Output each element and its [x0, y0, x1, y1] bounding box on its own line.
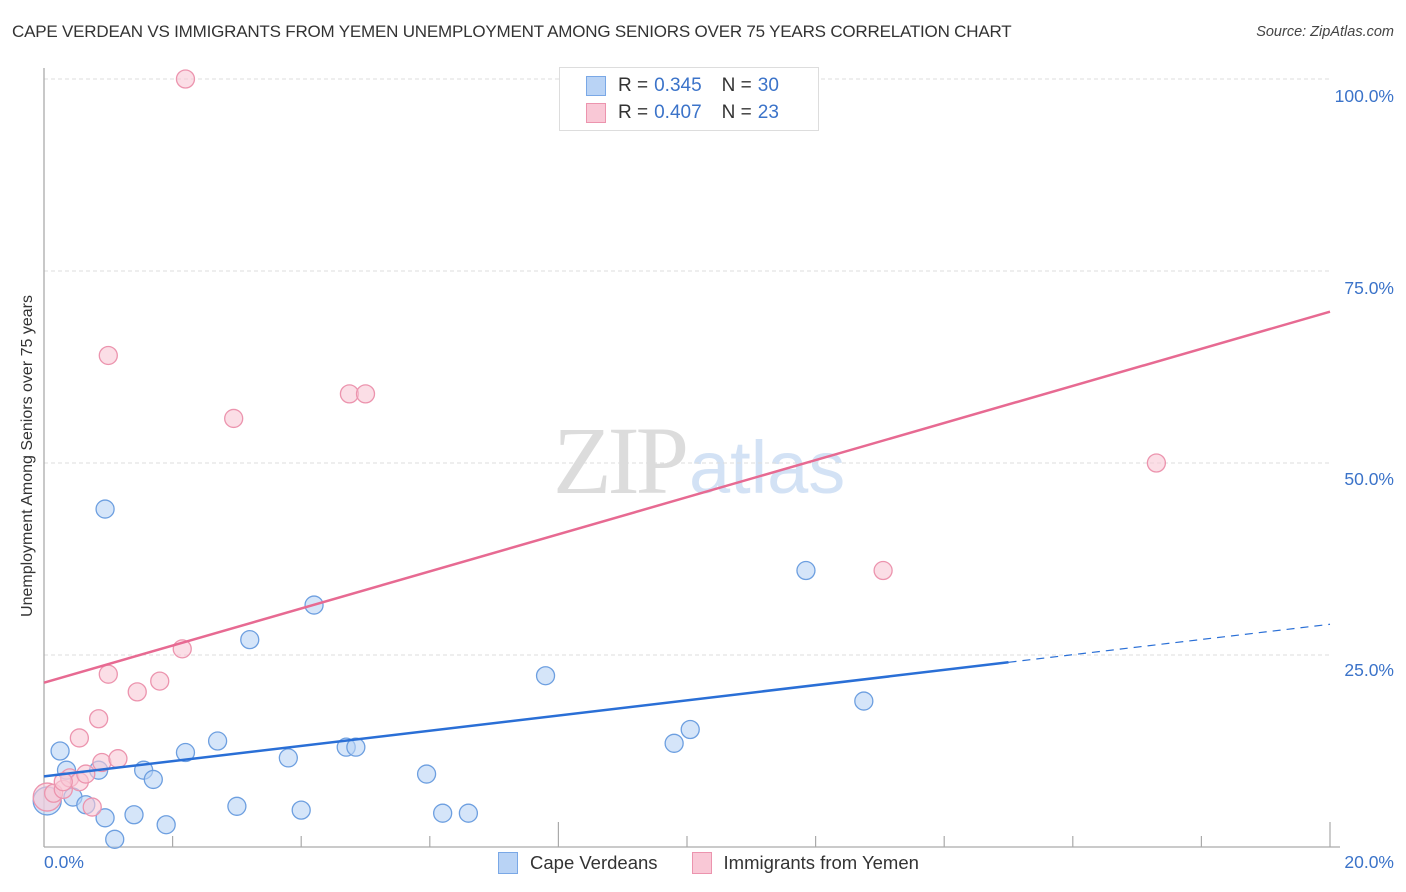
legend-label: Cape Verdeans: [530, 852, 658, 873]
data-point[interactable]: [95, 499, 115, 519]
data-point[interactable]: [227, 796, 247, 816]
data-point[interactable]: [664, 733, 684, 753]
blue-swatch-icon: [586, 76, 606, 96]
data-point[interactable]: [346, 737, 366, 757]
x-tick-0: 0.0%: [44, 852, 84, 872]
legend-item-cape-verdeans[interactable]: Cape Verdeans: [498, 852, 658, 874]
x-tick-marks: [172, 822, 1331, 847]
gridlines: [44, 78, 1330, 656]
series-legend: Cape Verdeans Immigrants from Yemen: [498, 852, 953, 874]
data-point[interactable]: [458, 803, 479, 823]
n-label: N =: [721, 102, 752, 123]
data-point[interactable]: [535, 666, 556, 686]
data-point[interactable]: [873, 560, 893, 581]
y-tick-100: 100.0%: [1334, 86, 1394, 106]
data-point[interactable]: [53, 772, 73, 792]
data-point[interactable]: [680, 719, 700, 740]
x-tick-20: 20.0%: [1344, 852, 1394, 872]
r-value: 0.345: [654, 75, 702, 96]
data-point[interactable]: [124, 805, 144, 825]
n-label: N =: [721, 75, 752, 96]
data-point[interactable]: [207, 731, 228, 751]
data-point[interactable]: [127, 682, 147, 702]
blue-swatch-icon: [498, 852, 518, 874]
data-point[interactable]: [98, 345, 118, 366]
yemen-points: [32, 69, 1167, 817]
y-axis-label: Unemployment Among Seniors over 75 years: [19, 295, 36, 617]
source-label: Source: ZipAtlas.com: [1256, 24, 1394, 40]
y-tick-50: 50.0%: [1344, 469, 1394, 489]
data-point[interactable]: [95, 808, 115, 828]
data-point[interactable]: [291, 800, 311, 820]
y-tick-25: 25.0%: [1344, 660, 1394, 680]
axes: [43, 68, 1340, 848]
data-point[interactable]: [143, 769, 163, 790]
pink-swatch-icon: [586, 103, 606, 123]
data-point[interactable]: [339, 384, 360, 404]
r-value: 0.407: [654, 102, 702, 123]
y-tick-75: 75.0%: [1344, 278, 1394, 298]
n-value: 23: [757, 102, 779, 123]
correlation-legend: R = 0.345 N = 30 R = 0.407 N = 23: [559, 67, 819, 131]
n-value: 30: [757, 75, 779, 96]
data-point[interactable]: [355, 384, 376, 404]
data-point[interactable]: [82, 797, 102, 817]
data-point[interactable]: [240, 629, 260, 650]
r-label: R =: [618, 102, 649, 123]
cape-verdeans-trend-line: [43, 661, 1009, 778]
data-point[interactable]: [89, 709, 109, 729]
legend-row-cape-verdeans: R = 0.345 N = 30: [586, 74, 779, 98]
cape-verdeans-trend-extension: [1008, 623, 1331, 663]
data-point[interactable]: [175, 742, 196, 763]
data-point[interactable]: [156, 815, 176, 835]
r-label: R =: [618, 75, 649, 96]
data-point[interactable]: [175, 69, 196, 89]
data-point[interactable]: [50, 741, 70, 761]
data-point[interactable]: [796, 560, 816, 581]
data-point[interactable]: [76, 764, 96, 784]
legend-label: Immigrants from Yemen: [723, 852, 919, 873]
yemen-trend-line: [43, 310, 1331, 684]
legend-row-yemen: R = 0.407 N = 23: [586, 101, 779, 125]
chart-title: CAPE VERDEAN VS IMMIGRANTS FROM YEMEN UN…: [12, 22, 1012, 41]
data-point[interactable]: [224, 408, 244, 429]
data-point[interactable]: [278, 748, 298, 768]
data-point[interactable]: [433, 803, 453, 823]
pink-swatch-icon: [691, 852, 712, 874]
data-point[interactable]: [150, 671, 170, 691]
data-point[interactable]: [108, 749, 128, 769]
data-point[interactable]: [69, 728, 90, 748]
data-point[interactable]: [105, 829, 125, 849]
data-point[interactable]: [1146, 453, 1167, 473]
data-point[interactable]: [854, 691, 874, 711]
legend-item-yemen[interactable]: Immigrants from Yemen: [691, 852, 919, 874]
data-point[interactable]: [98, 664, 118, 684]
trend-lines: [43, 310, 1331, 778]
data-point[interactable]: [416, 764, 437, 784]
